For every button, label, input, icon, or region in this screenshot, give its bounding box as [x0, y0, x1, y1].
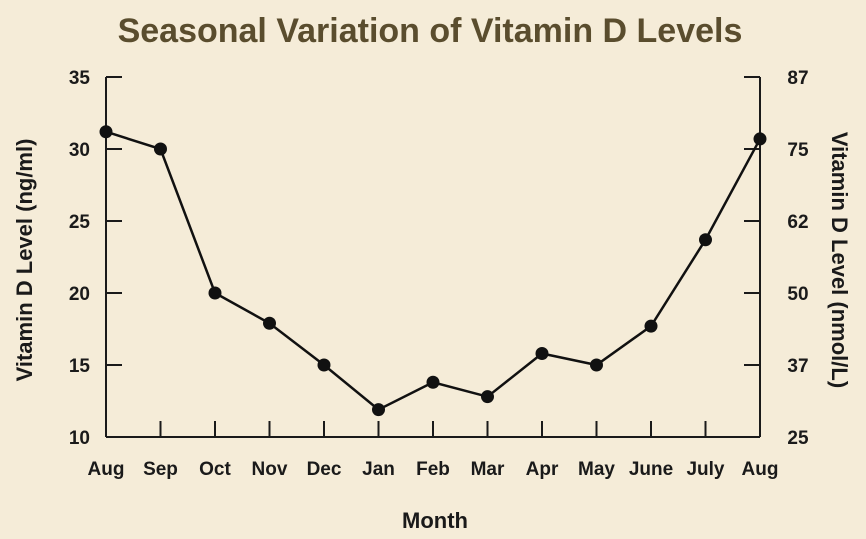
y-tick-label: 20: [69, 284, 90, 305]
x-tick-label: Dec: [307, 459, 342, 480]
data-point: [699, 233, 712, 247]
data-point: [590, 358, 603, 372]
y2-axis-title: Vitamin D Level (nmol/L): [827, 132, 852, 388]
data-point: [372, 403, 385, 417]
y2-tick-label: 87: [787, 68, 808, 89]
y-tick-label: 25: [69, 212, 91, 233]
x-tick-label: Apr: [526, 459, 559, 480]
y-tick-label: 30: [69, 140, 90, 161]
y-axis-title: Vitamin D Level (ng/ml): [12, 139, 37, 382]
x-tick-label: May: [578, 459, 615, 480]
x-tick-label: Aug: [742, 459, 779, 480]
x-tick-label: Mar: [471, 459, 505, 480]
x-tick-label: Oct: [199, 459, 231, 480]
data-point: [263, 316, 276, 330]
data-point: [426, 375, 440, 389]
series-line: [105, 130, 762, 412]
x-tick-label: Nov: [252, 459, 288, 480]
y2-tick-label: 75: [787, 140, 809, 161]
data-point: [154, 142, 167, 156]
y2-tick-label: 25: [787, 428, 809, 449]
series: [99, 125, 767, 417]
y2-tick-label: 37: [787, 356, 808, 377]
x-tick-label: Sep: [143, 459, 178, 480]
data-point: [481, 390, 494, 404]
chart-title: Seasonal Variation of Vitamin D Levels: [118, 12, 743, 50]
data-point: [535, 346, 549, 360]
y-tick-label: 10: [69, 428, 90, 449]
data-point: [317, 358, 331, 372]
x-tick-label: Feb: [416, 459, 450, 480]
y2-tick-label: 62: [787, 212, 808, 233]
data-point: [99, 125, 113, 139]
x-tick-label: June: [629, 459, 673, 480]
data-point: [208, 286, 222, 300]
data-point: [753, 132, 767, 146]
ticks: 10 25 15 37 20 50 25 62 30 75 35 87 Aug Sep Oct Nov Dec J…: [69, 68, 809, 480]
y-tick-label: 35: [69, 68, 91, 89]
x-tick-label: Jan: [362, 459, 395, 480]
x-tick-label: July: [686, 459, 724, 480]
y2-tick-label: 50: [787, 284, 808, 305]
data-point: [644, 319, 658, 333]
x-axis-title: Month: [402, 508, 468, 533]
x-tick-label: Aug: [88, 459, 125, 480]
y-tick-label: 15: [69, 356, 91, 377]
